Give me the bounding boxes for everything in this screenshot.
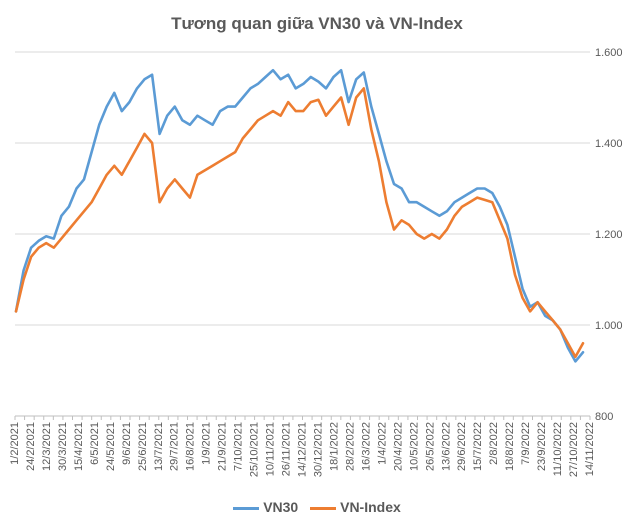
legend-swatch-vnindex <box>310 507 337 511</box>
x-tick-label: 29/7/2021 <box>169 422 181 471</box>
x-tick-label: 23/9/2022 <box>536 422 548 471</box>
legend-label-vn30: VN30 <box>263 499 299 516</box>
x-tick-label: 20/4/2022 <box>392 422 404 471</box>
x-tick-label: 14/12/2021 <box>297 422 309 477</box>
x-tick-label: 10/11/2021 <box>265 422 277 476</box>
y-tick-label: 1.000 <box>595 320 623 332</box>
x-tick-label: 26/11/2021 <box>281 422 293 476</box>
y-tick-label: 1.600 <box>595 47 623 59</box>
x-tick-label: 16/8/2021 <box>185 422 197 471</box>
x-tick-label: 9/6/2021 <box>121 422 133 465</box>
x-tick-label: 14/11/2022 <box>584 422 596 476</box>
x-tick-label: 7/10/2021 <box>233 422 245 471</box>
series-line-vnindex <box>14 87 585 359</box>
y-tick-label: 1.200 <box>595 229 623 241</box>
x-tick-label: 12/3/2021 <box>41 422 53 471</box>
x-tick-label: 6/5/2021 <box>89 422 101 465</box>
x-tick-label: 28/2/2022 <box>344 422 356 471</box>
x-tick-label: 27/10/2022 <box>568 422 580 477</box>
x-tick-label: 15/4/2021 <box>73 422 85 471</box>
x-tick-label: 16/3/2022 <box>360 422 372 471</box>
x-tick-label: 11/10/2022 <box>552 422 564 476</box>
legend: VN30 VN-Index <box>0 498 634 515</box>
x-tick-label: 13/7/2021 <box>153 422 165 471</box>
x-tick-label: 1/9/2021 <box>201 422 213 465</box>
x-axis <box>14 415 591 420</box>
x-tick-label: 10/5/2022 <box>408 422 420 471</box>
x-tick-label: 25/10/2021 <box>249 422 261 477</box>
x-tick-label: 2/8/2022 <box>488 422 500 465</box>
x-tick-label: 24/5/2021 <box>105 422 117 471</box>
x-tick-label: 1/4/2022 <box>376 422 388 465</box>
x-tick-label: 18/8/2022 <box>504 422 516 471</box>
x-tick-label: 1/2/2021 <box>9 422 21 465</box>
x-tick-label: 30/3/2021 <box>57 422 69 471</box>
x-tick-label: 13/6/2022 <box>440 422 452 471</box>
legend-label-vnindex: VN-Index <box>340 499 401 516</box>
legend-item-vnindex: VN-Index <box>310 499 401 515</box>
x-tick-label: 18/1/2022 <box>328 422 340 471</box>
x-tick-label: 7/9/2022 <box>520 422 532 465</box>
y-tick-label: 1.400 <box>595 138 623 150</box>
legend-swatch-vn30 <box>233 507 260 511</box>
x-tick-label: 25/6/2021 <box>137 422 149 471</box>
y-axis-tick-labels: 800 1.000 1.200 1.400 1.600 <box>595 47 623 423</box>
x-tick-label: 30/12/2021 <box>312 422 324 477</box>
x-tick-label: 21/9/2021 <box>217 422 229 471</box>
series-lines <box>14 68 585 363</box>
chart-title: Tương quan giữa VN30 và VN-Index <box>171 14 463 33</box>
x-tick-label: 15/7/2022 <box>472 422 484 471</box>
series-line-vn30 <box>14 68 585 363</box>
x-axis-tick-labels: 1/2/2021 24/2/2021 12/3/2021 30/3/2021 15/4/… <box>9 422 596 477</box>
y-tick-label: 800 <box>595 411 613 423</box>
x-tick-label: 29/6/2022 <box>456 422 468 471</box>
x-tick-label: 26/5/2022 <box>424 422 436 471</box>
gridlines <box>15 51 590 417</box>
x-tick-label: 24/2/2021 <box>25 422 37 471</box>
legend-item-vn30: VN30 <box>233 499 298 515</box>
